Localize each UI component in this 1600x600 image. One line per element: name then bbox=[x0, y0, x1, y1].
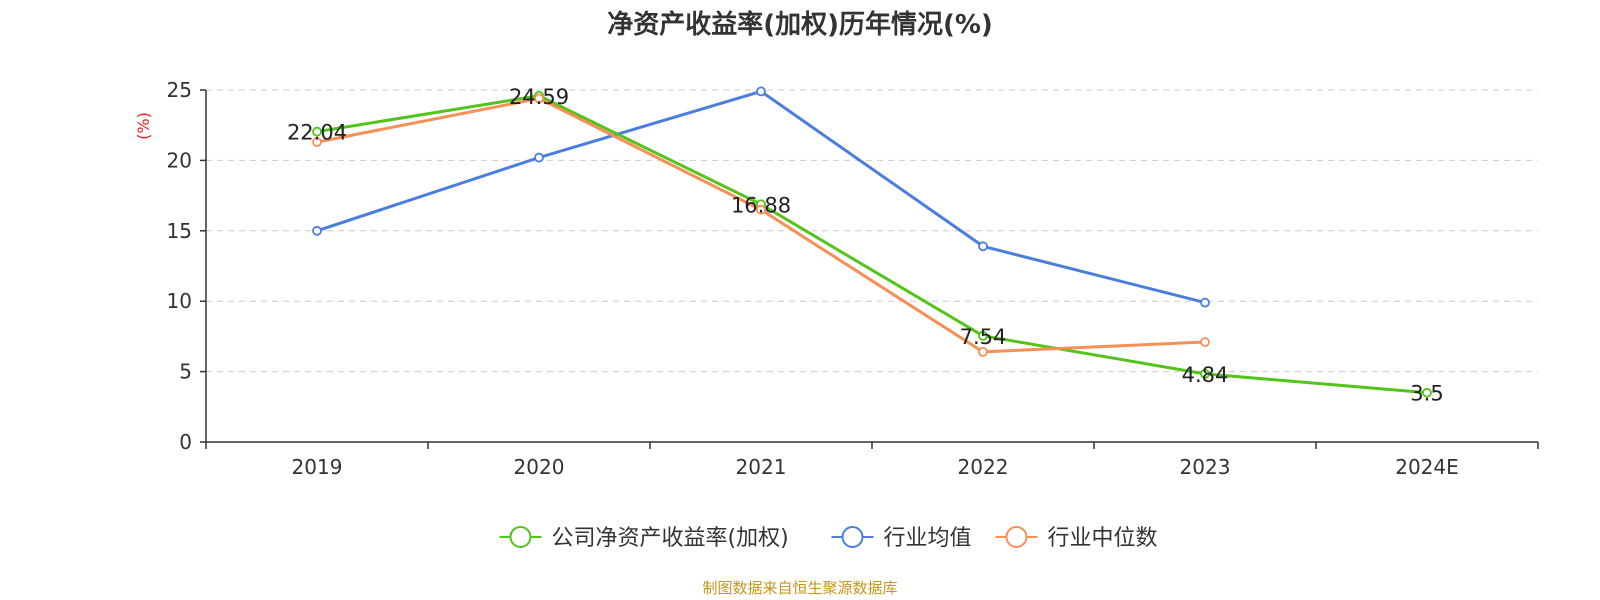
data-point bbox=[1200, 297, 1210, 308]
data-label: 3.5 bbox=[1410, 382, 1443, 406]
data-point bbox=[534, 93, 544, 104]
x-tick-label: 2020 bbox=[514, 455, 565, 479]
legend-label: 行业中位数 bbox=[1048, 526, 1158, 551]
source-note: 制图数据来自恒生聚源数据库 bbox=[702, 579, 897, 597]
series-lines bbox=[312, 86, 1432, 398]
x-tick-label: 2021 bbox=[736, 455, 787, 479]
data-point bbox=[534, 152, 544, 163]
axes: 0 5 10 15 20 25 2019 2020 2021 2022 2023 2024E bbox=[167, 78, 1539, 479]
data-point bbox=[978, 241, 988, 252]
y-tick-label: 0 bbox=[179, 430, 192, 454]
data-point bbox=[978, 330, 988, 341]
data-point bbox=[978, 346, 988, 357]
x-tick-label: 2023 bbox=[1180, 455, 1231, 479]
grid-lines bbox=[206, 89, 1538, 373]
legend-item[interactable]: 行业均值 bbox=[831, 526, 972, 551]
data-point bbox=[756, 86, 766, 97]
legend-label: 行业均值 bbox=[884, 526, 972, 551]
series-line bbox=[316, 96, 1206, 354]
y-axis-label: (%) bbox=[134, 112, 153, 140]
data-point bbox=[1200, 337, 1210, 347]
legend[interactable]: 公司净资产收益率(加权) 行业均值 行业中位数 bbox=[499, 526, 1158, 551]
series-line bbox=[316, 94, 1428, 395]
legend-item[interactable]: 公司净资产收益率(加权) bbox=[499, 526, 789, 551]
data-label: 22.04 bbox=[287, 121, 347, 145]
y-tick-label: 15 bbox=[167, 219, 192, 243]
legend-marker bbox=[1005, 526, 1028, 548]
legend-label: 公司净资产收益率(加权) bbox=[552, 526, 789, 551]
x-tick-label: 2024E bbox=[1395, 455, 1459, 479]
data-point bbox=[312, 225, 322, 236]
y-tick-label: 20 bbox=[167, 148, 192, 172]
legend-marker bbox=[841, 526, 864, 548]
y-tick-label: 25 bbox=[167, 78, 192, 102]
legend-marker bbox=[509, 526, 532, 548]
data-point bbox=[1422, 387, 1432, 398]
legend-item[interactable]: 行业中位数 bbox=[995, 526, 1158, 551]
data-labels: 22.04 24.59 16.88 7.54 4.84 3.5 bbox=[287, 85, 1444, 406]
x-tick-label: 2022 bbox=[958, 455, 1009, 479]
data-point bbox=[312, 126, 322, 137]
data-point bbox=[312, 137, 322, 147]
data-point bbox=[1200, 368, 1210, 379]
data-label: 16.88 bbox=[731, 193, 791, 217]
x-tick-label: 2019 bbox=[292, 455, 343, 479]
y-tick-label: 5 bbox=[179, 360, 192, 384]
chart-title: 净资产收益率(加权)历年情况(%) bbox=[607, 9, 993, 40]
y-tick-label: 10 bbox=[167, 289, 192, 313]
data-label: 4.84 bbox=[1182, 363, 1229, 387]
data-point bbox=[756, 204, 766, 215]
data-label: 24.59 bbox=[509, 85, 569, 109]
data-label: 7.54 bbox=[960, 325, 1007, 349]
